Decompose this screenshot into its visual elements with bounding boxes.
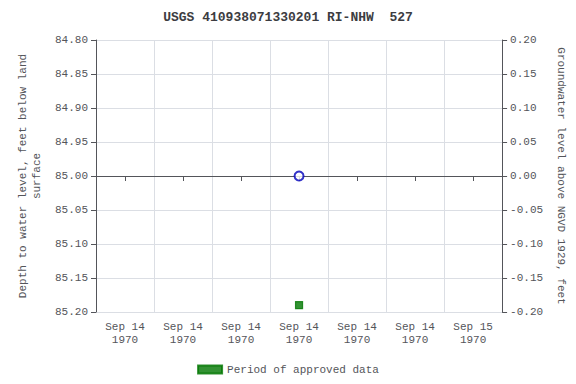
svg-text:1970: 1970 <box>286 334 312 346</box>
svg-text:Sep 14: Sep 14 <box>337 321 377 333</box>
svg-text:1970: 1970 <box>228 334 254 346</box>
svg-text:85.00: 85.00 <box>55 170 88 182</box>
svg-text:1970: 1970 <box>112 334 138 346</box>
svg-text:-0.05: -0.05 <box>510 204 543 216</box>
svg-text:Period of approved data: Period of approved data <box>227 364 379 376</box>
svg-text:0.15: 0.15 <box>510 68 536 80</box>
svg-text:USGS 410938071330201 RI-NHW 5: USGS 410938071330201 RI-NHW 527 <box>163 10 413 25</box>
svg-text:84.90: 84.90 <box>55 102 88 114</box>
svg-text:Sep 14: Sep 14 <box>105 321 145 333</box>
svg-text:-0.20: -0.20 <box>510 306 543 318</box>
svg-text:Sep 14: Sep 14 <box>395 321 435 333</box>
svg-text:0.00: 0.00 <box>510 170 536 182</box>
svg-text:0.10: 0.10 <box>510 102 536 114</box>
svg-text:85.15: 85.15 <box>55 272 88 284</box>
svg-text:85.05: 85.05 <box>55 204 88 216</box>
svg-text:85.20: 85.20 <box>55 306 88 318</box>
svg-text:1970: 1970 <box>402 334 428 346</box>
svg-text:0.20: 0.20 <box>510 34 536 46</box>
svg-text:Sep 14: Sep 14 <box>221 321 261 333</box>
svg-text:1970: 1970 <box>460 334 486 346</box>
svg-text:84.80: 84.80 <box>55 34 88 46</box>
svg-text:0.05: 0.05 <box>510 136 536 148</box>
svg-text:Depth to water level, feet bel: Depth to water level, feet below land <box>17 54 29 298</box>
svg-text:Sep 14: Sep 14 <box>279 321 319 333</box>
svg-text:1970: 1970 <box>344 334 370 346</box>
svg-text:-0.10: -0.10 <box>510 238 543 250</box>
svg-text:84.95: 84.95 <box>55 136 88 148</box>
svg-text:Groundwater level above NGVD 1: Groundwater level above NGVD 1929, feet <box>555 47 567 304</box>
svg-text:85.10: 85.10 <box>55 238 88 250</box>
svg-text:1970: 1970 <box>170 334 196 346</box>
svg-text:-0.15: -0.15 <box>510 272 543 284</box>
svg-text:Sep 15: Sep 15 <box>453 321 493 333</box>
svg-text:surface: surface <box>31 153 43 199</box>
svg-text:84.85: 84.85 <box>55 68 88 80</box>
svg-text:Sep 14: Sep 14 <box>163 321 203 333</box>
